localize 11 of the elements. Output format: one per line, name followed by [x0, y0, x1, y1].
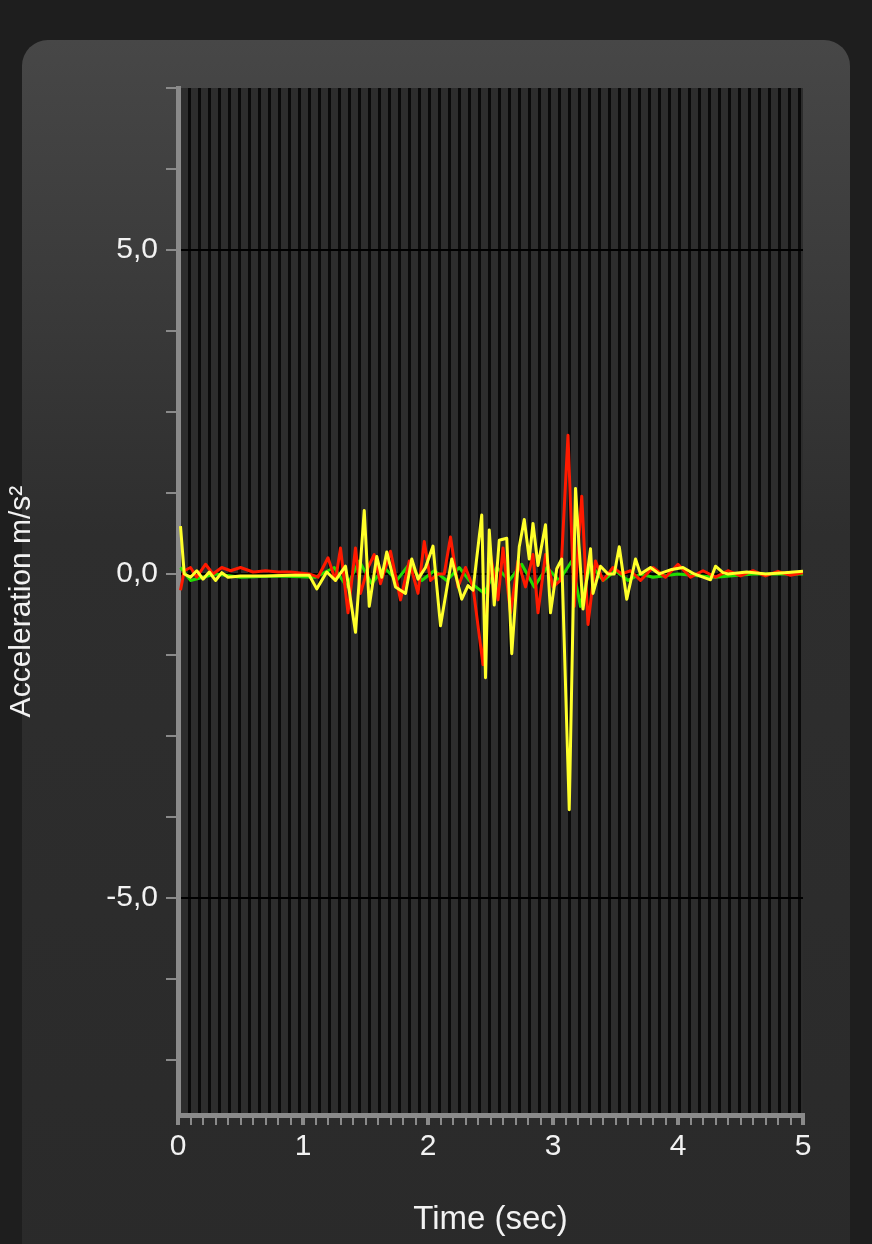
x-tick-label: 2 — [419, 1128, 437, 1162]
y-tick-label: 0,0 — [116, 555, 158, 589]
x-tick-label: 4 — [669, 1128, 687, 1162]
x-tick-label: 0 — [169, 1128, 187, 1162]
x-tick-label: 3 — [544, 1128, 562, 1162]
x-axis-title: Time (sec) — [413, 1199, 568, 1237]
y-tick-label: -5,0 — [106, 879, 158, 913]
x-tick-label: 5 — [794, 1128, 812, 1162]
x-tick-label: 1 — [294, 1128, 312, 1162]
y-tick-label: 5,0 — [116, 231, 158, 265]
y-axis-title: Acceleration m/s² — [3, 485, 37, 718]
